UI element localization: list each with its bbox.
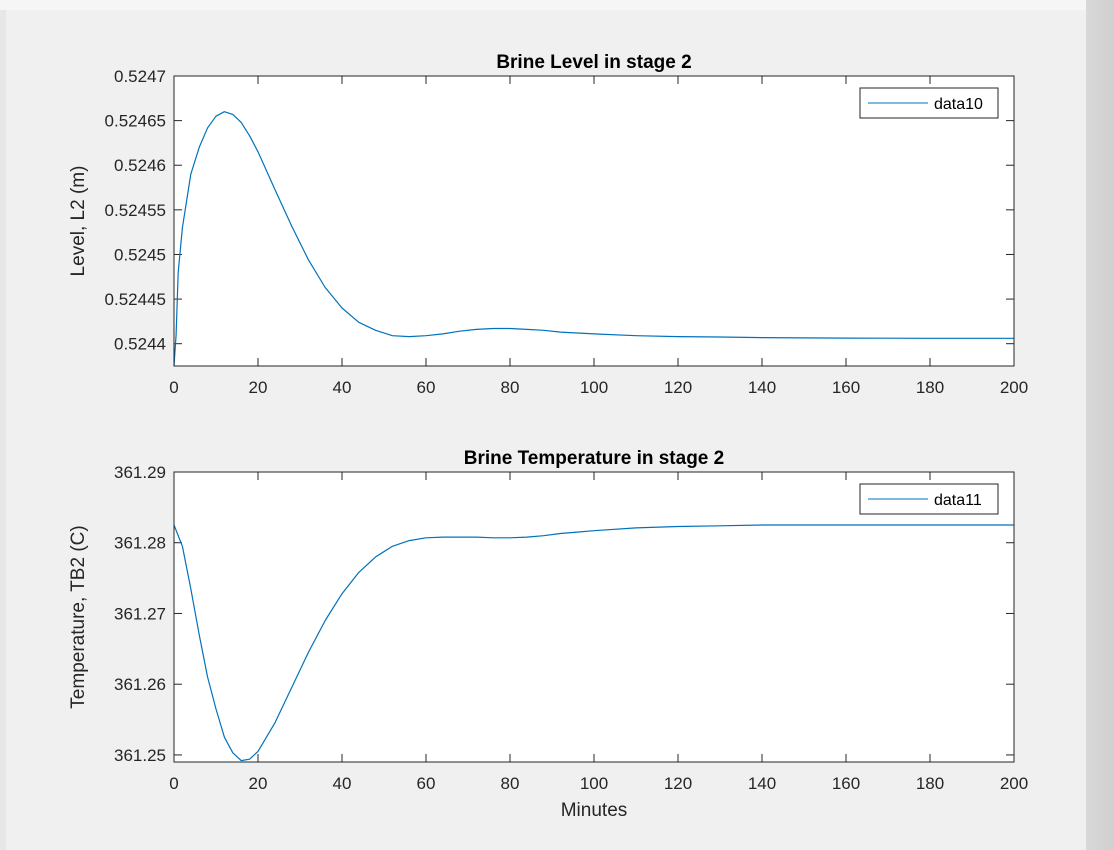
axes-background xyxy=(174,76,1014,366)
x-tick-label: 200 xyxy=(1000,774,1028,793)
figure-window: 0 20 40 60 80 100 120 140 160 180 200 0.5244 0.5244… xyxy=(6,10,1086,850)
x-tick-label: 100 xyxy=(580,378,608,397)
x-tick-label: 40 xyxy=(333,774,352,793)
y-axis-label: Temperature, TB2 (C) xyxy=(68,525,89,708)
window-shadow xyxy=(1086,0,1114,850)
plot-lines xyxy=(173,111,1014,367)
axes-box xyxy=(173,75,1015,367)
x-tick-label: 100 xyxy=(580,774,608,793)
legend-entry-data10: data10 xyxy=(934,96,983,113)
x-tick-label: 180 xyxy=(916,774,944,793)
x-tick-labels: 0 20 40 60 80 100 120 140 160 180 200 xyxy=(169,378,1028,397)
x-tick-label: 0 xyxy=(169,378,178,397)
x-axis-label: Minutes xyxy=(561,800,628,821)
y-tick-label: 0.5247 xyxy=(114,67,166,86)
plot-lines xyxy=(173,524,1014,762)
legend-entry-data11: data11 xyxy=(934,492,982,509)
x-tick-label: 20 xyxy=(249,378,268,397)
y-tick-label: 361.27 xyxy=(114,604,166,623)
axes-background xyxy=(174,472,1014,762)
x-tick-label: 80 xyxy=(501,774,520,793)
y-tick-label: 0.52445 xyxy=(105,290,166,309)
series-line-data10[interactable] xyxy=(173,111,1014,367)
y-tick-label: 0.5246 xyxy=(114,156,166,175)
y-tick-label: 361.25 xyxy=(114,746,166,765)
x-tick-label: 200 xyxy=(1000,378,1028,397)
y-tick-label: 361.28 xyxy=(114,534,166,553)
y-tick-label: 0.5244 xyxy=(114,335,166,354)
x-tick-label: 60 xyxy=(417,378,436,397)
x-tick-label: 140 xyxy=(748,378,776,397)
x-tick-label: 120 xyxy=(664,378,692,397)
y-tick-label: 361.26 xyxy=(114,675,166,694)
x-tick-label: 120 xyxy=(664,774,692,793)
x-tick-label: 60 xyxy=(417,774,436,793)
figure-canvas: 0 20 40 60 80 100 120 140 160 180 200 0.52440.5244… xyxy=(68,52,1028,821)
axes-brine-level[interactable]: 0 20 40 60 80 100 120 140 160 180 200 0.52440.5244… xyxy=(68,52,1028,397)
x-tick-label: 160 xyxy=(832,378,860,397)
x-tick-label: 0 xyxy=(169,774,178,793)
y-tick-label: 0.5245 xyxy=(114,245,166,264)
x-tick-label: 80 xyxy=(501,378,520,397)
axes-box xyxy=(173,471,1015,763)
axes-brine-temperature[interactable]: 0 20 40 60 80 100 120 140 160 180 200 361.25 361.26… xyxy=(68,448,1028,821)
x-tick-label: 180 xyxy=(916,378,944,397)
series-line-data11[interactable] xyxy=(173,524,1014,762)
y-tick-label: 0.52465 xyxy=(105,112,166,131)
y-tick-labels: 0.5244 0.52445 0.5245 0.52455 0.5246 0.52465 0… xyxy=(105,67,166,354)
chart-title: Brine Level in stage 2 xyxy=(496,52,691,73)
chart-title: Brine Temperature in stage 2 xyxy=(464,448,724,469)
y-tick-labels: 361.25 361.26 361.27 361.28 361.29 xyxy=(114,463,166,765)
y-axis-label: Level, L2 (m) xyxy=(68,166,89,277)
x-tick-label: 20 xyxy=(249,774,268,793)
x-tick-label: 160 xyxy=(832,774,860,793)
y-tick-label: 361.29 xyxy=(114,463,166,482)
y-tick-label: 0.52455 xyxy=(105,201,166,220)
x-tick-label: 40 xyxy=(333,378,352,397)
legend[interactable]: data10 xyxy=(859,87,999,119)
legend[interactable]: data11 xyxy=(859,483,999,515)
x-tick-label: 140 xyxy=(748,774,776,793)
x-tick-labels: 0 20 40 60 80 100 120 140 160 180 200 xyxy=(169,774,1028,793)
